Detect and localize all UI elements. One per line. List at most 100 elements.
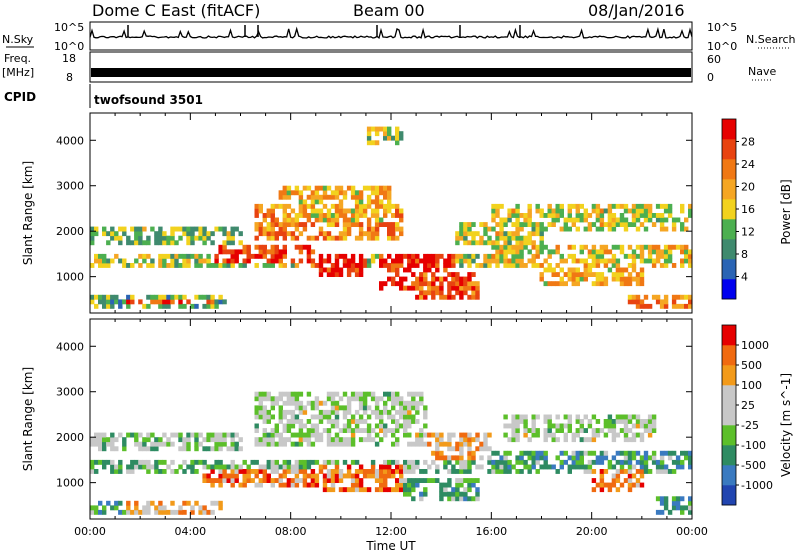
heatmap-cell [455, 441, 460, 447]
heatmap-cell [455, 482, 460, 488]
heatmap-cell [238, 263, 243, 268]
noise-left-tick-bottom: 10^0 [54, 40, 84, 53]
heatmap-cell [463, 469, 468, 474]
heatmap-cell [535, 432, 540, 438]
heatmap-cell [274, 235, 279, 241]
heatmap-cell [174, 469, 179, 474]
heatmap-cell [218, 244, 223, 250]
heatmap-cell [631, 482, 637, 488]
heatmap-cell [599, 272, 605, 277]
heatmap-cell [310, 203, 316, 209]
heatmap-cell [391, 267, 396, 273]
heatmap-cell [491, 469, 496, 474]
heatmap-cell [511, 419, 516, 424]
heatmap-cell [90, 505, 95, 511]
heatmap-cell [342, 235, 348, 241]
heatmap-cell [266, 414, 271, 420]
heatmap-cell [619, 419, 625, 424]
heatmap-cell [326, 432, 332, 438]
heatmap-cell [615, 473, 621, 479]
heatmap-cell [262, 405, 267, 411]
heatmap-cell [114, 231, 119, 237]
heatmap-cell [374, 253, 380, 259]
heatmap-cell [274, 432, 279, 438]
heatmap-cell [338, 253, 344, 259]
heatmap-cell [186, 299, 191, 305]
y-tick-label: 1000 [56, 271, 84, 284]
heatmap-cell [158, 235, 163, 241]
cpid-label: CPID [4, 90, 36, 104]
heatmap-cell [419, 469, 424, 474]
heatmap-cell [511, 249, 516, 255]
heatmap-cell [194, 432, 199, 438]
heatmap-cell [290, 391, 296, 397]
heatmap-cell [391, 469, 396, 474]
heatmap-cell [354, 194, 360, 200]
heatmap-cell [631, 208, 637, 214]
heatmap-cell [354, 263, 360, 268]
heatmap-cell [387, 135, 392, 141]
heatmap-cell [431, 290, 436, 296]
heatmap-cell [334, 473, 340, 479]
heatmap-cell [198, 231, 203, 237]
heatmap-cell [415, 391, 420, 397]
heatmap-cell [503, 450, 508, 456]
heatmap-cell [391, 428, 396, 433]
heatmap-cell [635, 299, 641, 305]
heatmap-cell [122, 258, 127, 264]
heatmap-cell [407, 459, 412, 465]
heatmap-cell [675, 464, 681, 470]
heatmap-cell [230, 469, 235, 474]
heatmap-cell [346, 419, 352, 424]
heatmap-cell [366, 263, 372, 268]
heatmap-cell [178, 432, 183, 438]
heatmap-cell [391, 263, 396, 268]
heatmap-cell [543, 414, 548, 420]
heatmap-cell [358, 213, 364, 218]
heatmap-cell [451, 294, 456, 300]
heatmap-cell [455, 281, 460, 287]
heatmap-cell [607, 226, 613, 232]
heatmap-cell [338, 405, 344, 411]
heatmap-cell [607, 464, 613, 470]
heatmap-cell [415, 258, 420, 264]
heatmap-cell [383, 131, 388, 137]
heatmap-cell [611, 478, 617, 483]
heatmap-cell [395, 135, 400, 141]
heatmap-cell [226, 231, 231, 237]
heatmap-cell [443, 441, 448, 447]
heatmap-cell [471, 272, 476, 277]
heatmap-cell [627, 294, 633, 300]
heatmap-cell [242, 469, 247, 474]
heatmap-cell [254, 396, 259, 402]
heatmap-cell [274, 203, 279, 209]
heatmap-cell [186, 258, 191, 264]
heatmap-cell [246, 258, 251, 264]
heatmap-cell [575, 419, 580, 424]
heatmap-cell [334, 267, 340, 273]
heatmap-cell [411, 414, 416, 420]
heatmap-cell [663, 203, 669, 209]
heatmap-cell [174, 226, 179, 232]
heatmap-cell [671, 222, 677, 227]
heatmap-cell [182, 469, 187, 474]
heatmap-cell [270, 459, 275, 465]
heatmap-cell [671, 299, 677, 305]
heatmap-cell [503, 414, 508, 420]
heatmap-cell [210, 478, 215, 483]
heatmap-cell [310, 258, 316, 264]
heatmap-cell [595, 253, 601, 259]
heatmap-cell [298, 428, 304, 433]
heatmap-cell [443, 263, 448, 268]
heatmap-cell [467, 441, 472, 447]
heatmap-cell [519, 258, 524, 264]
heatmap-cell [282, 441, 287, 447]
heatmap-cell [403, 285, 408, 291]
heatmap-cell [346, 263, 352, 268]
heatmap-cell [471, 437, 476, 443]
heatmap-cell [659, 464, 665, 470]
heatmap-cell [146, 303, 151, 309]
heatmap-cell [298, 199, 304, 205]
heatmap-cell [659, 222, 665, 227]
